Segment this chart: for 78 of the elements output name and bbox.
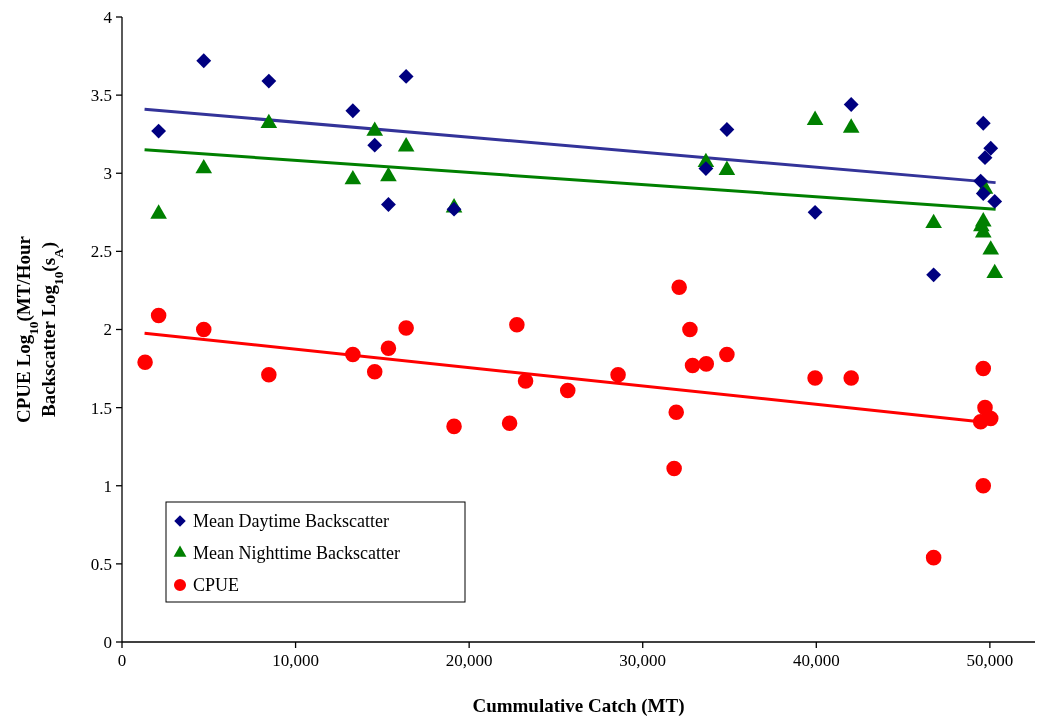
point bbox=[366, 363, 383, 380]
point bbox=[610, 367, 626, 383]
point bbox=[975, 477, 992, 494]
x-axis-title: Cummulative Catch (MT) bbox=[472, 695, 685, 717]
point bbox=[195, 321, 212, 338]
point bbox=[977, 150, 993, 166]
point bbox=[397, 137, 415, 152]
point bbox=[196, 53, 212, 69]
point bbox=[398, 320, 414, 336]
point bbox=[195, 158, 213, 174]
legend-label: Mean Daytime Backscatter bbox=[193, 511, 389, 532]
point bbox=[698, 356, 715, 372]
point bbox=[983, 140, 999, 156]
x-tick-label: 10,000 bbox=[272, 651, 319, 670]
point bbox=[842, 118, 860, 133]
legend-label: Mean Nighttime Backscatter bbox=[193, 543, 400, 564]
y-tick-label: 0 bbox=[103, 632, 112, 652]
point bbox=[151, 123, 167, 139]
point bbox=[345, 103, 361, 119]
point bbox=[975, 186, 991, 201]
y-tick-label: 0.5 bbox=[90, 554, 112, 574]
point bbox=[719, 122, 735, 137]
point bbox=[987, 193, 1003, 209]
point bbox=[684, 357, 701, 374]
point bbox=[975, 115, 991, 131]
point bbox=[261, 367, 277, 383]
point bbox=[975, 360, 992, 377]
x-tick-label: 20,000 bbox=[445, 651, 493, 670]
y-tick-label: 3 bbox=[103, 164, 112, 184]
point bbox=[982, 240, 1000, 255]
y-tick-label: 1.5 bbox=[90, 398, 112, 418]
y-tick-label: 3.5 bbox=[90, 86, 112, 106]
point bbox=[682, 321, 698, 338]
point bbox=[719, 346, 735, 363]
point bbox=[398, 68, 414, 84]
y-tick-label: 2 bbox=[103, 320, 112, 340]
point bbox=[501, 415, 518, 432]
y-tick-label: 2.5 bbox=[90, 242, 112, 262]
point bbox=[807, 204, 823, 220]
point bbox=[509, 317, 525, 333]
point bbox=[926, 267, 942, 283]
y-tick-label: 4 bbox=[103, 7, 113, 27]
point bbox=[698, 161, 714, 176]
point bbox=[137, 354, 153, 371]
point bbox=[925, 549, 942, 566]
point bbox=[718, 160, 736, 175]
point bbox=[381, 197, 396, 212]
point bbox=[366, 121, 384, 136]
x-tick-label: 40,000 bbox=[792, 651, 840, 670]
point bbox=[843, 97, 859, 112]
point bbox=[671, 279, 687, 296]
point bbox=[380, 340, 397, 357]
point bbox=[986, 263, 1004, 279]
point bbox=[380, 166, 397, 182]
point bbox=[367, 137, 383, 153]
point bbox=[517, 373, 534, 389]
y-tick-label: 1 bbox=[103, 476, 112, 496]
point bbox=[150, 307, 167, 324]
point bbox=[668, 404, 684, 421]
x-tick-label: 0 bbox=[117, 651, 127, 670]
point bbox=[972, 413, 989, 430]
point bbox=[345, 346, 361, 363]
point bbox=[150, 204, 167, 219]
legend-label: CPUE bbox=[193, 575, 240, 596]
x-tick-label: 30,000 bbox=[619, 651, 667, 670]
point bbox=[559, 382, 576, 399]
point bbox=[666, 460, 682, 477]
point bbox=[806, 110, 824, 125]
point bbox=[925, 213, 942, 229]
point bbox=[446, 201, 462, 217]
point bbox=[973, 173, 989, 189]
point bbox=[344, 169, 362, 185]
point bbox=[843, 370, 859, 386]
x-tick-label: 50,000 bbox=[966, 651, 1014, 670]
point bbox=[807, 370, 823, 386]
point bbox=[260, 113, 278, 129]
point bbox=[446, 418, 462, 435]
point bbox=[261, 73, 277, 89]
